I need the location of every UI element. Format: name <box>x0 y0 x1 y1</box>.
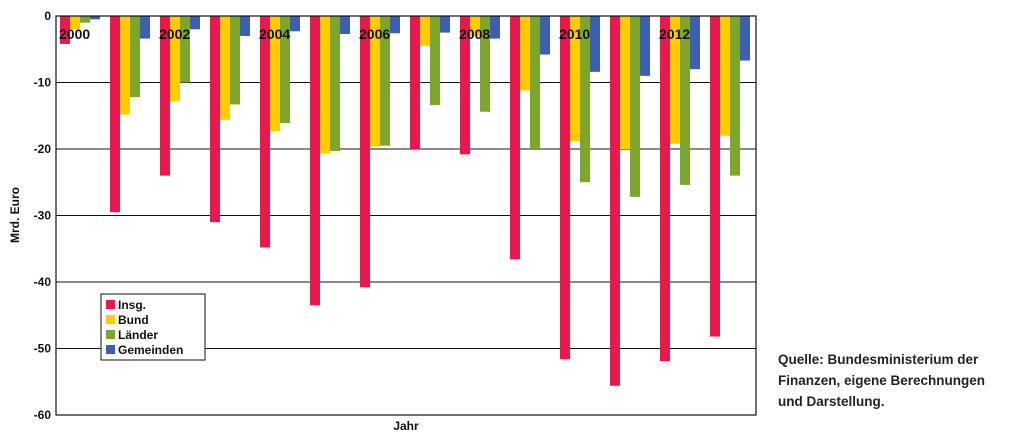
bar-chart: 0 -10 -20 -30 -40 -50 -60 2000 2002 2004 2006 2008… <box>8 9 757 433</box>
legend-label: Bund <box>118 313 149 327</box>
bar-gemeinden <box>390 16 400 34</box>
y-tick-label: -40 <box>34 275 52 289</box>
bar-bund <box>720 16 730 136</box>
bar-länder <box>480 16 490 112</box>
bar-länder <box>680 16 690 185</box>
bar-länder <box>280 16 290 124</box>
bar-insg <box>110 16 120 213</box>
bar-gemeinden <box>590 16 600 72</box>
bar-bund <box>570 16 580 142</box>
bar-bund <box>370 16 380 147</box>
bar-insg <box>510 16 520 260</box>
bar-gemeinden <box>490 16 500 39</box>
x-axis-label: Jahr <box>393 419 419 433</box>
y-axis-label: Mrd. Euro <box>8 187 22 243</box>
bar-gemeinden <box>740 16 750 61</box>
legend-label: Länder <box>118 328 158 342</box>
bar-bund <box>320 16 330 154</box>
bar-länder <box>730 16 740 176</box>
y-tick-labels: 0 -10 -20 -30 -40 -50 -60 <box>34 9 52 422</box>
bar-insg <box>710 16 720 337</box>
y-tick-label: 0 <box>44 9 51 23</box>
x-tick-label: 2008 <box>459 26 490 42</box>
x-tick-labels: 2000 2002 2004 2006 2008 2010 2012 <box>59 26 690 42</box>
bar-länder <box>330 16 340 151</box>
bar-insg <box>460 16 470 155</box>
legend-swatch <box>106 300 115 309</box>
y-tick-label: -60 <box>34 408 52 422</box>
bar-insg <box>310 16 320 306</box>
bar-bund <box>470 16 480 36</box>
bar-gemeinden <box>540 16 550 55</box>
x-tick-label: 2012 <box>659 26 690 42</box>
bar-gemeinden <box>90 16 100 20</box>
bar-gemeinden <box>690 16 700 70</box>
bar-gemeinden <box>340 16 350 34</box>
bar-länder <box>80 16 90 23</box>
x-tick-label: 2000 <box>59 26 90 42</box>
bar-länder <box>530 16 540 149</box>
legend-label: Insg. <box>118 298 146 312</box>
bar-bund <box>120 16 130 115</box>
y-tick-label: -20 <box>34 142 52 156</box>
bar-länder <box>630 16 640 197</box>
bar-insg <box>60 16 70 44</box>
bar-bund <box>520 16 530 91</box>
bar-bund <box>70 16 80 30</box>
bar-insg <box>610 16 620 386</box>
bar-länder <box>130 16 140 98</box>
legend-box <box>100 293 206 361</box>
bar-bund <box>620 16 630 149</box>
legend-swatch <box>106 330 115 339</box>
plot-frame <box>55 15 757 416</box>
bar-bund <box>170 16 180 102</box>
bar-bund <box>220 16 230 120</box>
legend-swatch <box>106 345 115 354</box>
x-tick-label: 2004 <box>259 26 290 42</box>
y-tick-label: -30 <box>34 209 52 223</box>
bar-länder <box>230 16 240 105</box>
bar-insg <box>210 16 220 223</box>
bar-gemeinden <box>240 16 250 36</box>
bar-insg <box>560 16 570 360</box>
bar-series <box>60 16 750 386</box>
y-tick-label: -10 <box>34 76 52 90</box>
axes <box>55 15 757 416</box>
bar-gemeinden <box>290 16 300 32</box>
bar-länder <box>380 16 390 146</box>
bar-bund <box>270 16 280 132</box>
bar-länder <box>180 16 190 83</box>
x-tick-label: 2006 <box>359 26 390 42</box>
bar-bund <box>420 16 430 46</box>
x-tick-label: 2010 <box>559 26 590 42</box>
source-line-1: Quelle: Bundesministerium der <box>778 352 979 367</box>
bar-gemeinden <box>640 16 650 76</box>
legend-label: Gemeinden <box>118 343 183 357</box>
source-line-3: und Darstellung. <box>778 394 885 409</box>
legend-swatch <box>106 315 115 324</box>
source-note: Quelle: Bundesministerium der Finanzen, … <box>778 349 1010 412</box>
bar-gemeinden <box>440 16 450 33</box>
bar-insg <box>410 16 420 150</box>
bar-insg <box>260 16 270 248</box>
bar-gemeinden <box>190 16 200 30</box>
bar-insg <box>360 16 370 288</box>
y-tick-label: -50 <box>34 342 52 356</box>
source-line-2: Finanzen, eigene Berechnungen <box>778 373 986 388</box>
bar-länder <box>580 16 590 183</box>
bar-insg <box>160 16 170 176</box>
x-tick-label: 2002 <box>159 26 190 42</box>
bar-insg <box>660 16 670 362</box>
bar-bund <box>670 16 680 144</box>
bar-gemeinden <box>140 16 150 39</box>
bar-länder <box>430 16 440 106</box>
